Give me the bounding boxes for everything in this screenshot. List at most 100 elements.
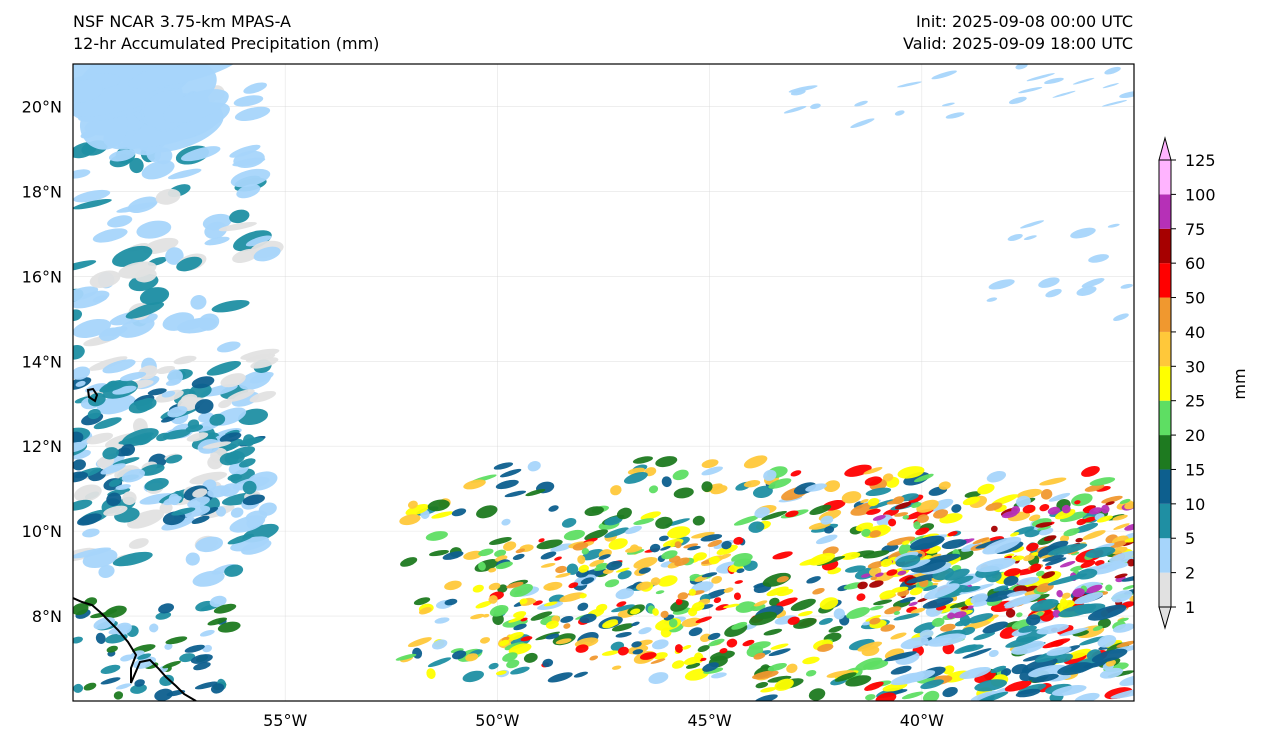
rain-cell — [964, 491, 982, 498]
rain-cell — [502, 652, 518, 662]
rain-cell — [1016, 612, 1023, 618]
rain-cell — [434, 617, 450, 624]
rain-cell — [962, 496, 981, 506]
rain-cell — [128, 538, 149, 549]
rain-cell — [1045, 557, 1067, 566]
rain-cell — [512, 553, 525, 561]
rain-cell — [508, 643, 532, 655]
rain-cell — [1039, 504, 1050, 512]
rain-cell — [506, 581, 524, 589]
rain-cell — [982, 621, 1009, 634]
rain-cell — [844, 464, 872, 477]
rain-cell — [785, 510, 799, 518]
rain-cell — [1058, 603, 1097, 618]
rain-cell — [100, 664, 121, 674]
rain-cell — [73, 189, 111, 203]
rain-cell — [1059, 534, 1070, 543]
rain-cell — [616, 507, 632, 520]
rain-cell — [525, 488, 546, 497]
rain-cell — [701, 459, 719, 469]
rain-cell — [118, 436, 148, 445]
rain-cell — [856, 593, 866, 601]
rain-cell — [581, 549, 604, 561]
rain-cell — [1110, 546, 1128, 555]
rain-cell — [865, 487, 892, 497]
lon-label: 50°W — [475, 711, 519, 730]
colorbar-tick-label: 20 — [1185, 426, 1205, 445]
rain-cell — [891, 586, 909, 593]
rain-cell — [1092, 625, 1103, 631]
rain-cell — [653, 652, 668, 660]
rain-cell — [700, 633, 712, 642]
rain-cell — [136, 220, 172, 239]
rain-cell — [688, 627, 703, 637]
rain-cell — [93, 417, 122, 430]
colorbar-segment — [1159, 400, 1171, 436]
rain-cell — [958, 644, 984, 653]
rain-cell — [224, 564, 244, 577]
rain-cell — [668, 618, 678, 628]
rain-cell — [790, 89, 806, 96]
rain-cell — [1043, 535, 1057, 542]
rain-cell — [948, 575, 974, 586]
rain-cell — [548, 505, 559, 512]
rain-cell — [966, 613, 994, 624]
colorbar-segment — [1159, 572, 1171, 607]
rain-cell — [242, 494, 265, 506]
rain-cell — [606, 560, 623, 571]
rain-cell — [1011, 664, 1029, 675]
rain-cell — [633, 518, 655, 525]
rain-cell — [993, 585, 1009, 592]
rain-cell — [661, 550, 678, 560]
rain-cell — [865, 694, 876, 701]
rain-cell — [828, 625, 843, 633]
colorbar-tick-label: 2 — [1185, 564, 1195, 583]
rain-cell — [638, 567, 651, 574]
rain-cell — [452, 650, 467, 660]
rain-cell — [181, 393, 198, 404]
rain-cell — [104, 605, 127, 619]
rain-cell — [1117, 617, 1129, 623]
rain-cell — [753, 652, 766, 660]
rain-cell — [726, 638, 738, 648]
rain-cell — [555, 638, 572, 645]
rain-cell — [611, 604, 635, 613]
rain-cell — [444, 580, 462, 591]
rain-cell — [632, 649, 644, 655]
rain-cell — [508, 616, 525, 623]
rain-cell — [519, 598, 528, 605]
rain-cell — [959, 666, 992, 680]
rain-cell — [893, 613, 920, 621]
rain-cell — [886, 536, 916, 546]
rain-cell — [1088, 254, 1109, 263]
rain-cell — [893, 611, 901, 616]
rain-cell — [719, 648, 728, 654]
rain-cell — [1076, 286, 1097, 296]
rain-cell — [218, 399, 232, 409]
rain-cell — [601, 650, 619, 656]
rain-cell — [100, 677, 121, 685]
rain-cell — [230, 168, 271, 188]
rain-cell — [901, 691, 924, 700]
rain-cell — [703, 667, 724, 674]
rain-cell — [82, 528, 100, 538]
rain-cell — [579, 593, 587, 599]
rain-cell — [818, 617, 833, 625]
rain-cell — [693, 552, 707, 561]
rain-cell — [875, 692, 897, 701]
rain-cell — [844, 565, 866, 573]
rain-cell — [543, 601, 558, 607]
rain-cell — [1035, 570, 1045, 577]
rain-cell — [617, 570, 632, 580]
rain-cell — [869, 530, 881, 538]
rain-cell — [1075, 537, 1083, 543]
rain-cell — [427, 499, 450, 512]
rain-cell — [866, 508, 881, 515]
rain-cell — [945, 112, 965, 119]
rain-cell — [463, 479, 486, 490]
colorbar-tick-label: 125 — [1185, 151, 1216, 170]
rain-cell — [1005, 636, 1038, 648]
rain-cell — [1044, 565, 1052, 570]
rain-cell — [630, 608, 641, 615]
island-outline — [86, 387, 99, 403]
